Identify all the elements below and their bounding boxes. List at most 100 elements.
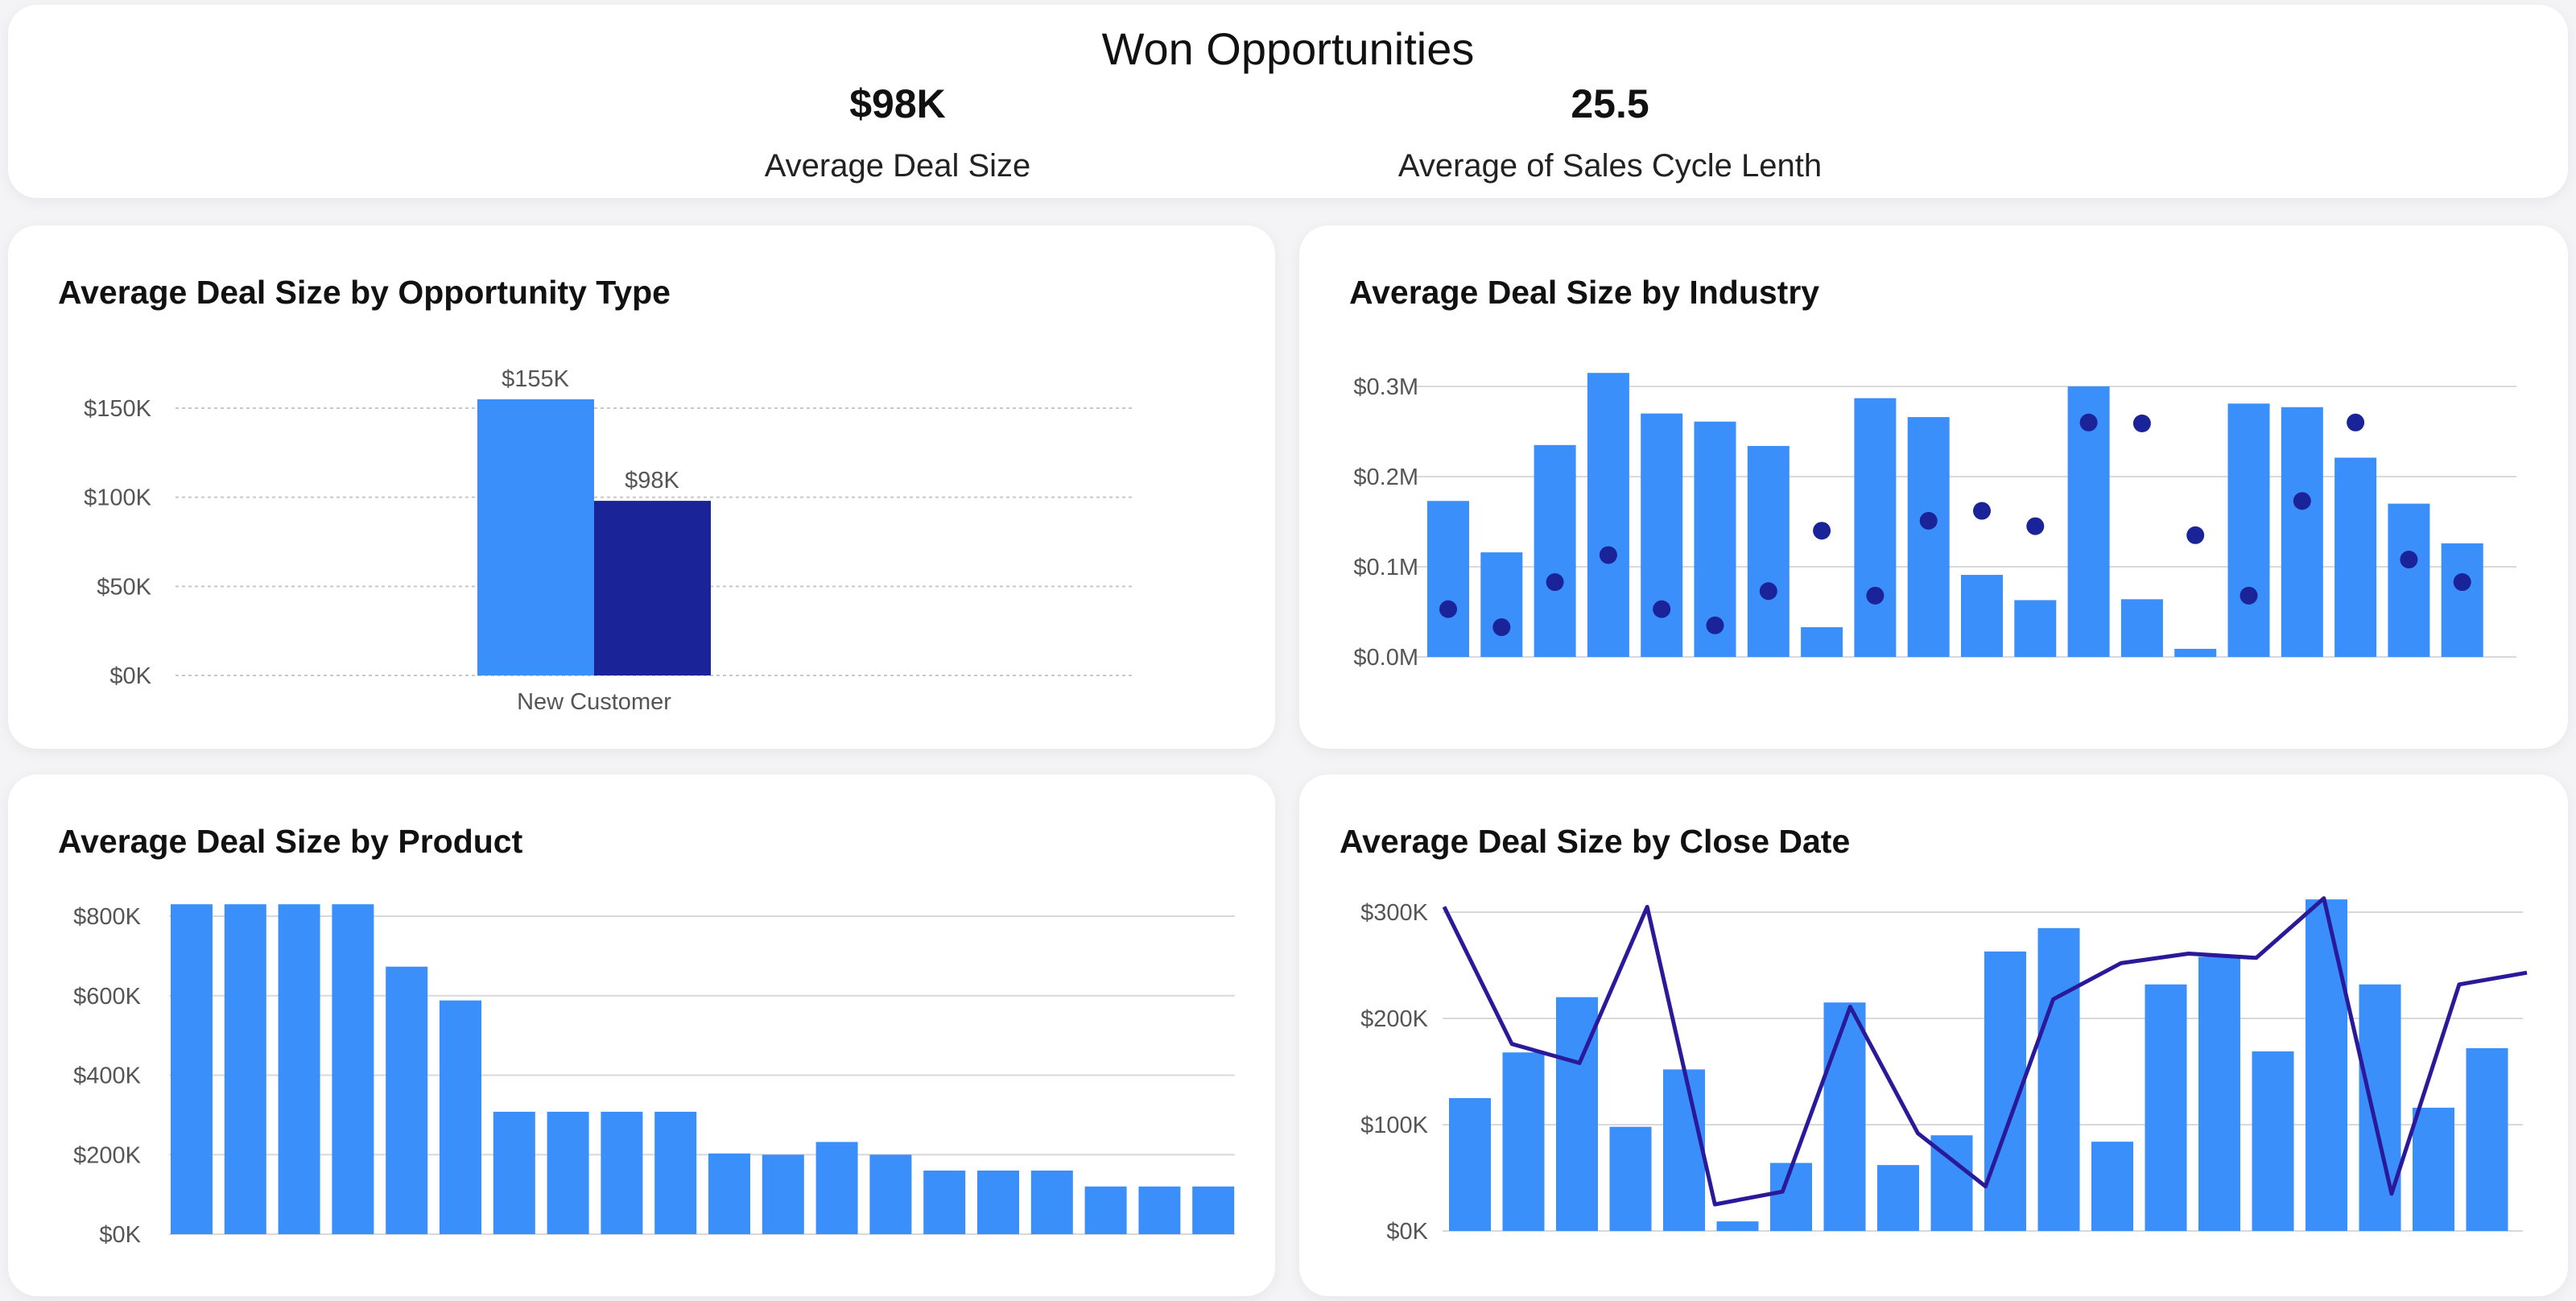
chart-title: Average Deal Size by Industry: [1349, 274, 1820, 311]
bar: [869, 1154, 912, 1234]
bar: [1030, 1171, 1073, 1234]
bar: [1609, 1126, 1652, 1231]
bar: [278, 904, 320, 1234]
bar: [654, 1111, 697, 1234]
y-tick-label: $0.2M: [1353, 465, 1418, 490]
bar: [762, 1154, 804, 1234]
bar: [2334, 457, 2377, 657]
chart-card-close-date: Average Deal Size by Close Date $0K $100K…: [1299, 774, 2568, 1296]
bar: [601, 1111, 643, 1234]
bar: [386, 966, 428, 1234]
bar: [1854, 398, 1897, 657]
y-tick-label: $300K: [1360, 900, 1429, 926]
kpi-sales-cycle-length: 25.5 Average of Sales Cycle Lenth: [1328, 81, 1892, 184]
bar: [1084, 1186, 1127, 1234]
bar: [547, 1111, 589, 1234]
dot-marker: [1439, 600, 1457, 618]
bar: [1480, 552, 1523, 657]
dot-marker: [2453, 573, 2471, 592]
dot-marker: [2079, 413, 2098, 432]
dot-marker: [1546, 573, 1564, 592]
chart-card-opportunity-type: Average Deal Size by Opportunity Type $0…: [8, 225, 1275, 749]
kpi-value: $98K: [849, 81, 946, 126]
bar: [2413, 1107, 2454, 1231]
bar: [2306, 899, 2347, 1231]
y-tick-label: $0.3M: [1353, 374, 1418, 400]
dot-marker: [2293, 492, 2311, 510]
bar: [2120, 599, 2163, 657]
dot-marker: [1919, 511, 1938, 530]
chart-title: Average Deal Size by Product: [58, 823, 523, 860]
bar: [2145, 984, 2187, 1231]
dot-marker: [2186, 526, 2205, 544]
bar: [815, 1142, 858, 1234]
bar: [1449, 1098, 1491, 1231]
y-tick-label: $0K: [1386, 1219, 1428, 1245]
kpi-label: Average Deal Size: [764, 148, 1031, 184]
dot-marker: [2240, 586, 2258, 605]
bar: [224, 904, 266, 1234]
y-tick-label: $600K: [73, 984, 142, 1010]
bar: [2441, 543, 2483, 657]
x-tick-label: New Customer: [517, 689, 671, 715]
bar: [477, 399, 594, 675]
bar: [2252, 1051, 2294, 1231]
bar: [2281, 407, 2323, 657]
bar: [2359, 984, 2401, 1231]
bar: [440, 1000, 481, 1234]
header-card: Won Opportunities $98K Average Deal Size…: [8, 5, 2568, 198]
dot-marker: [1492, 618, 1511, 637]
dot-marker: [1599, 546, 1617, 564]
bar: [2227, 403, 2270, 657]
bar: [1877, 1165, 1919, 1231]
bar: [1801, 627, 1843, 657]
kpi-average-deal-size: $98K Average Deal Size: [616, 81, 1179, 184]
y-tick-label: $100K: [1360, 1113, 1429, 1138]
dot-marker: [1706, 616, 1724, 634]
bar: [977, 1171, 1019, 1234]
bar: [1502, 1052, 1545, 1231]
data-label: $98K: [625, 468, 679, 494]
kpi-label: Average of Sales Cycle Lenth: [1397, 148, 1823, 184]
chart-product: $0K $200K $400K $600K $800K: [73, 904, 1235, 1248]
chart-title: Average Deal Size by Close Date: [1340, 823, 1851, 860]
chart-title: Average Deal Size by Opportunity Type: [58, 274, 671, 311]
chart-industry: $0.0M $0.1M $0.2M $0.3M: [1353, 373, 2516, 671]
dot-marker: [2026, 517, 2045, 535]
dot-marker: [1866, 586, 1885, 605]
bar: [2388, 503, 2430, 657]
dot-marker: [1653, 600, 1671, 618]
bar: [1192, 1186, 1235, 1234]
bar: [708, 1153, 750, 1234]
bar: [923, 1171, 966, 1234]
bar: [2014, 600, 2057, 657]
bar: [2466, 1047, 2508, 1231]
chart-card-industry: Average Deal Size by Industry $0.0M $0.1M…: [1299, 225, 2568, 749]
bar: [1770, 1163, 1812, 1231]
page-title: Won Opportunities: [1101, 23, 1475, 74]
y-tick-label: $0.1M: [1353, 555, 1418, 580]
chart-close-date: $0K $100K $200K $300K: [1360, 896, 2528, 1245]
bar: [1427, 501, 1469, 657]
y-tick-label: $100K: [84, 485, 152, 511]
y-tick-label: $200K: [1360, 1006, 1429, 1032]
bar: [1961, 575, 2003, 657]
bar: [594, 501, 711, 675]
dot-marker: [1973, 502, 1991, 520]
kpi-value: 25.5: [1571, 81, 1649, 126]
y-tick-label: $400K: [73, 1064, 142, 1089]
dot-marker: [2400, 551, 2418, 569]
chart-card-product: Average Deal Size by Product $0K $200K $40…: [8, 774, 1275, 1296]
bar: [332, 904, 374, 1234]
y-tick-label: $0K: [109, 663, 151, 689]
data-label: $155K: [502, 366, 570, 392]
bar: [2091, 1142, 2133, 1231]
bar: [1907, 417, 1950, 657]
bar: [1138, 1186, 1181, 1234]
bar: [1716, 1221, 1759, 1231]
dot-marker: [1813, 522, 1831, 540]
dot-marker: [1759, 582, 1777, 601]
bar: [1534, 444, 1576, 657]
bar: [171, 904, 213, 1234]
chart-opportunity-type: $0K $50K $100K $150K $155K $98K New Customer: [84, 366, 1132, 715]
